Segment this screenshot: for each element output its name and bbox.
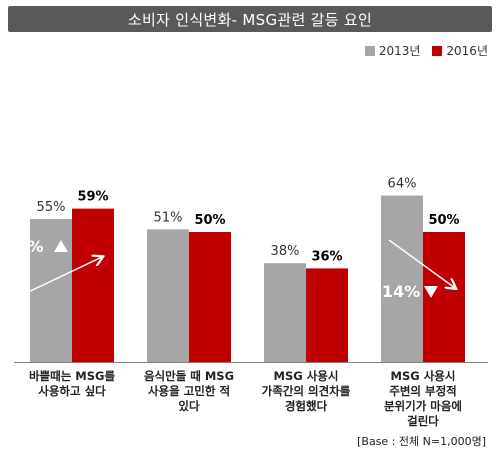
category-label-0: 바쁠때는 MSG를 사용하고 싶다	[29, 369, 115, 398]
change-label-1: 14%	[382, 282, 420, 301]
legend-item-2013: 2013년	[364, 42, 421, 59]
up-triangle-icon	[54, 240, 68, 252]
value-label-2016-2: 36%	[311, 249, 342, 264]
legend: 2013년 2016년	[359, 42, 488, 59]
legend-label-2013: 2013년	[378, 44, 421, 58]
legend-swatch-2016	[432, 45, 443, 56]
bar-2016-2	[306, 268, 348, 362]
footnote: [Base : 전체 N=1,000명]	[357, 435, 486, 448]
legend-item-2016: 2016년	[432, 42, 488, 59]
bar-2016-1	[189, 232, 231, 362]
value-label-2016-3: 50%	[428, 213, 459, 228]
value-label-2013-2: 38%	[271, 244, 300, 259]
value-label-2013-3: 64%	[388, 177, 417, 192]
change-label-0: 4%	[16, 237, 43, 256]
chart-title-bar: 소비자 인식변화- MSG관련 갈등 요인	[8, 6, 492, 32]
value-label-2013-1: 51%	[154, 210, 183, 225]
value-label-2016-0: 59%	[77, 190, 108, 205]
bar-2013-1	[147, 229, 189, 362]
bar-2013-3	[381, 195, 423, 362]
legend-swatch-2013	[364, 45, 375, 56]
bar-2013-2	[264, 263, 306, 362]
trend-arrow-1	[388, 239, 455, 288]
trend-arrow-0	[21, 257, 102, 296]
value-label-2016-1: 50%	[194, 213, 225, 228]
value-label-2013-0: 55%	[37, 200, 66, 215]
legend-label-2016: 2016년	[446, 44, 488, 58]
bar-2013-0	[30, 219, 72, 362]
category-label-3: MSG 사용시 주변의 부정적 분위기가 마음에 걸린다	[384, 369, 462, 428]
category-label-1: 음식만들 때 MSG 사용을 고민한 적 있다	[144, 369, 234, 413]
bar-2016-3	[423, 232, 465, 362]
category-label-2: MSG 사용시 가족간의 의견차를 경험했다	[262, 369, 351, 413]
bar-2016-0	[72, 208, 114, 362]
down-triangle-icon	[424, 286, 438, 298]
chart-title: 소비자 인식변화- MSG관련 갈등 요인	[127, 10, 373, 29]
